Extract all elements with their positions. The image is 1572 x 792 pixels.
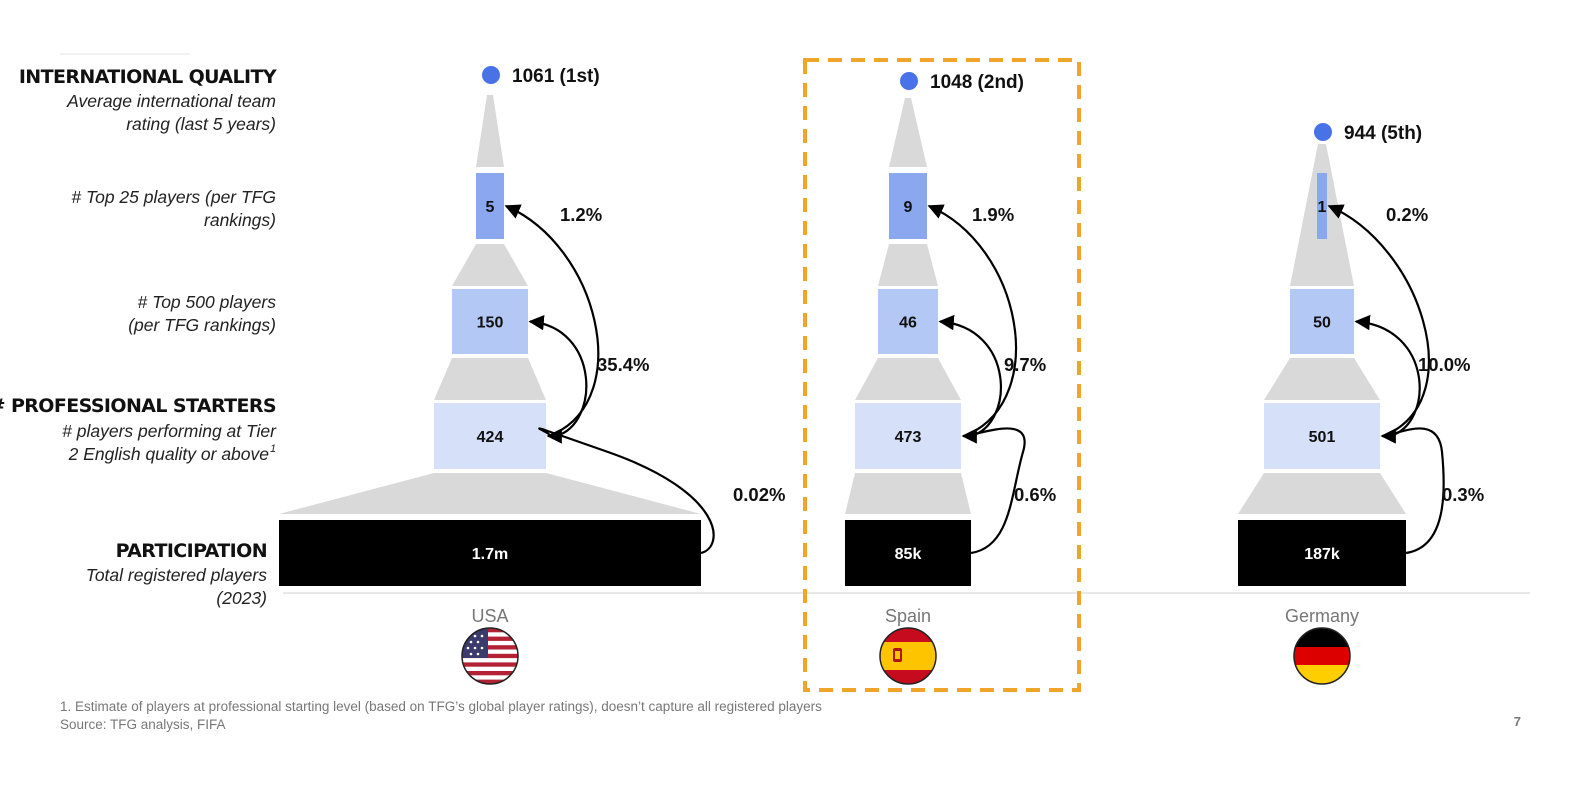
spain-funnel: 85k 473 46 9 1048 (2nd) Spain 0.6% 9.7% 1.9% bbox=[845, 72, 1056, 626]
germany-connector-starters bbox=[1264, 358, 1380, 400]
participation-heading: PARTICIPATION bbox=[116, 540, 267, 562]
spain-rating-dot bbox=[900, 72, 918, 90]
usa-top500-bar-label: 150 bbox=[477, 315, 504, 332]
germany-pct-participation: 0.3% bbox=[1442, 484, 1484, 505]
usa-participation-bar bbox=[279, 520, 701, 586]
top500-sub-1: # Top 500 players bbox=[138, 292, 277, 312]
starters-footnote-mark: 1 bbox=[270, 443, 276, 455]
international-heading: INTERNATIONAL QUALITY bbox=[19, 66, 277, 88]
top25-sub-1: # Top 25 players (per TFG bbox=[71, 187, 276, 207]
spain-arrow-starters-top500 bbox=[938, 314, 1002, 438]
spain-connector-top25 bbox=[889, 98, 927, 167]
germany-arrow-starters-top500 bbox=[1354, 314, 1421, 438]
spain-connector-participation bbox=[845, 473, 971, 514]
germany-pct-top25: 0.2% bbox=[1386, 204, 1428, 225]
starters-sub-1: # players performing at Tier bbox=[62, 421, 277, 441]
germany-top25-bar-label: 1 bbox=[1318, 199, 1327, 216]
usa-arrow-starters-top25 bbox=[504, 204, 600, 435]
spain-pct-top25: 1.9% bbox=[972, 204, 1014, 225]
germany-top25-bar bbox=[1317, 173, 1327, 239]
spain-rating-label: 1048 (2nd) bbox=[930, 72, 1024, 93]
usa-participation-bar-label: 1.7m bbox=[472, 546, 508, 563]
germany-connector-participation bbox=[1238, 473, 1406, 514]
usa-pct-top25: 1.2% bbox=[560, 204, 602, 225]
germany-flag-icon bbox=[1293, 627, 1351, 685]
germany-starters-bar bbox=[1264, 403, 1380, 469]
usa-connector-top25 bbox=[476, 95, 504, 167]
spain-top25-bar bbox=[889, 173, 927, 239]
top25-sub-2: rankings) bbox=[204, 210, 276, 230]
spain-participation-bar bbox=[845, 520, 971, 586]
spain-arrow-participation-starters bbox=[961, 427, 1026, 555]
germany-participation-bar bbox=[1238, 520, 1406, 586]
footnote: 1. Estimate of players at professional s… bbox=[60, 699, 822, 714]
page-number: 7 bbox=[1514, 714, 1521, 729]
usa-starters-bar-label: 424 bbox=[477, 429, 504, 446]
spain-arrow-starters-top25 bbox=[927, 204, 1017, 435]
usa-pct-top500: 35.4% bbox=[597, 354, 649, 375]
spain-pct-participation: 0.6% bbox=[1014, 484, 1056, 505]
spain-top500-bar-label: 46 bbox=[899, 315, 917, 332]
germany-country-label: Germany bbox=[1285, 606, 1359, 626]
spain-participation-bar-label: 85k bbox=[895, 546, 922, 563]
starters-sub-2: 2 English quality or above bbox=[68, 444, 270, 464]
spain-flag-icon bbox=[879, 627, 937, 685]
international-sub-1: Average international team bbox=[66, 91, 276, 111]
top500-sub-2: (per TFG rankings) bbox=[128, 315, 276, 335]
spain-top500-bar bbox=[878, 289, 938, 354]
usa-starters-bar bbox=[434, 403, 546, 469]
usa-connector-starters bbox=[434, 358, 546, 400]
germany-top500-bar bbox=[1290, 289, 1354, 354]
spain-top25-bar-label: 9 bbox=[904, 199, 913, 216]
participation-sub-1: Total registered players bbox=[86, 565, 268, 585]
spain-country-label: Spain bbox=[885, 606, 931, 626]
usa-pct-participation: 0.02% bbox=[733, 484, 785, 505]
usa-connector-participation bbox=[279, 473, 701, 514]
germany-starters-bar-label: 501 bbox=[1309, 429, 1336, 446]
germany-pct-top500: 10.0% bbox=[1418, 354, 1470, 375]
usa-arrow-starters-top500 bbox=[528, 315, 588, 438]
us-flag-icon bbox=[461, 627, 519, 685]
spain-connector-starters bbox=[855, 358, 961, 400]
usa-arrow-participation-starters bbox=[538, 427, 715, 555]
usa-country-label: USA bbox=[471, 606, 508, 626]
usa-connector-top500 bbox=[452, 244, 528, 286]
usa-top25-bar bbox=[476, 173, 504, 239]
row-labels: INTERNATIONAL QUALITY Average internatio… bbox=[0, 66, 277, 608]
usa-top25-bar-label: 5 bbox=[486, 199, 495, 216]
usa-rating-label: 1061 (1st) bbox=[512, 66, 600, 87]
spain-starters-bar bbox=[855, 403, 961, 469]
germany-top500-bar-label: 50 bbox=[1313, 315, 1331, 332]
participation-sub-2: (2023) bbox=[216, 588, 267, 608]
usa-funnel: 1.7m 424 150 5 1061 (1st) USA 0.02% 35.4% 1.2% bbox=[279, 66, 785, 626]
germany-participation-bar-label: 187k bbox=[1304, 546, 1340, 563]
germany-rating-dot bbox=[1314, 123, 1332, 141]
germany-arrow-starters-top25 bbox=[1327, 204, 1430, 435]
usa-rating-dot bbox=[482, 66, 500, 84]
spain-highlight-box bbox=[803, 58, 1081, 692]
source: Source: TFG analysis, FIFA bbox=[60, 717, 226, 732]
usa-top500-bar bbox=[452, 289, 528, 354]
starters-heading: ~# PROFESSIONAL STARTERS bbox=[0, 395, 276, 417]
germany-rating-label: 944 (5th) bbox=[1344, 123, 1422, 144]
spain-connector-top500 bbox=[878, 244, 938, 286]
international-sub-2: rating (last 5 years) bbox=[126, 114, 276, 134]
spain-starters-bar-label: 473 bbox=[895, 429, 922, 446]
spain-pct-top500: 9.7% bbox=[1004, 354, 1046, 375]
